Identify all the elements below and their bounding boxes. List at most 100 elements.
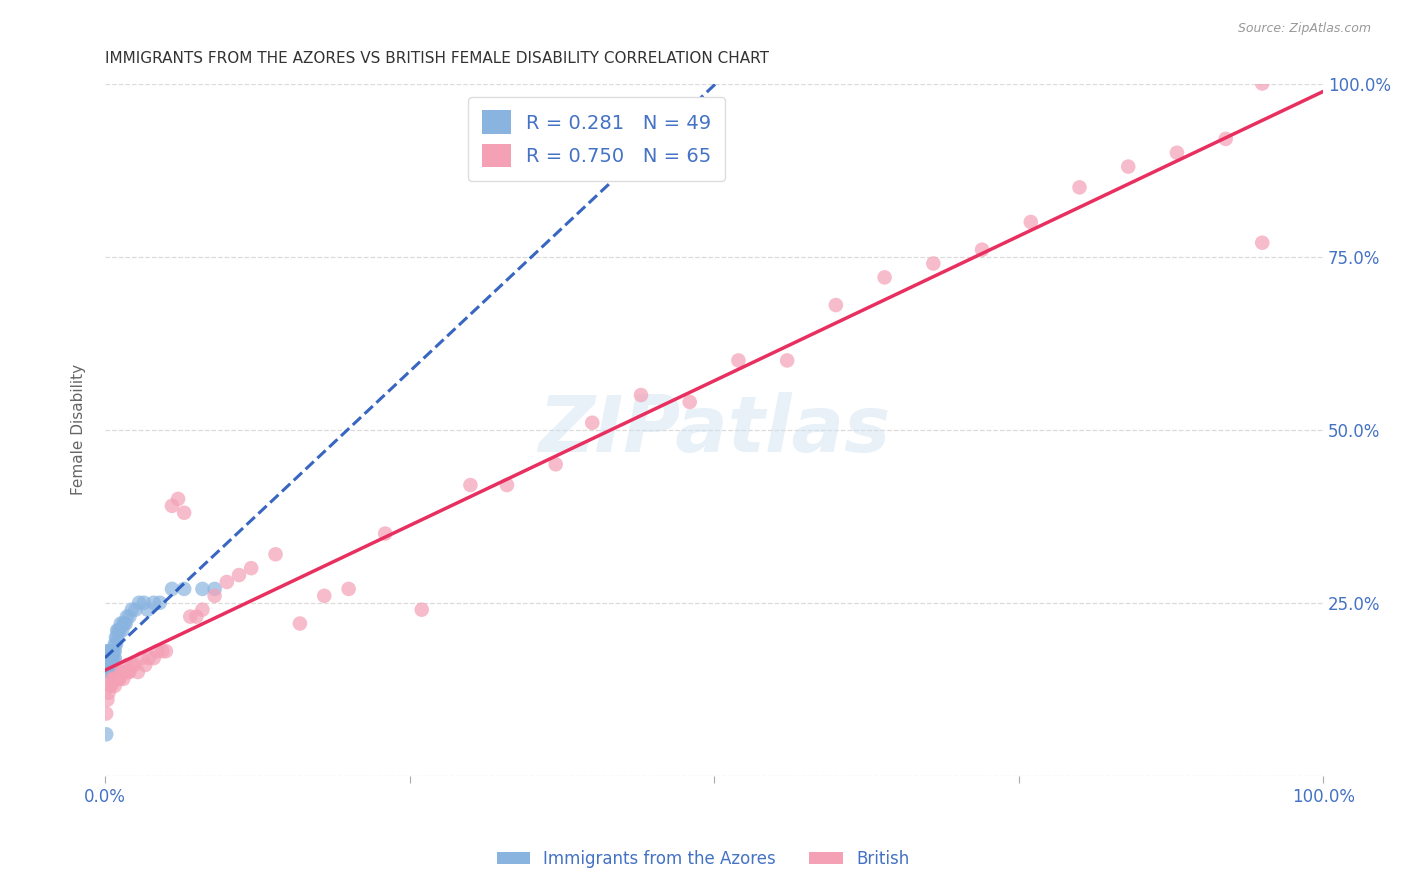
- Point: [173, 506, 195, 520]
- Point: [97, 665, 120, 679]
- Point: [167, 491, 190, 506]
- Point: [337, 582, 360, 596]
- Point: [1251, 235, 1274, 250]
- Point: [374, 526, 396, 541]
- Point: [496, 478, 519, 492]
- Point: [1251, 77, 1274, 91]
- Point: [98, 644, 121, 658]
- Point: [121, 602, 143, 616]
- Point: [96, 727, 118, 741]
- Point: [124, 602, 146, 616]
- Point: [132, 596, 155, 610]
- Point: [96, 644, 118, 658]
- Point: [100, 665, 122, 679]
- Point: [121, 658, 143, 673]
- Point: [98, 679, 121, 693]
- Legend: Immigrants from the Azores, British: Immigrants from the Azores, British: [491, 844, 915, 875]
- Point: [581, 416, 603, 430]
- Point: [922, 256, 945, 270]
- Point: [98, 651, 121, 665]
- Point: [186, 609, 208, 624]
- Point: [204, 582, 226, 596]
- Point: [127, 665, 149, 679]
- Point: [149, 596, 172, 610]
- Point: [240, 561, 263, 575]
- Point: [96, 692, 118, 706]
- Point: [118, 609, 141, 624]
- Point: [411, 602, 433, 616]
- Point: [679, 395, 702, 409]
- Point: [104, 672, 127, 686]
- Point: [160, 582, 183, 596]
- Point: [173, 582, 195, 596]
- Point: [108, 672, 131, 686]
- Point: [110, 665, 132, 679]
- Point: [146, 644, 169, 658]
- Point: [103, 651, 125, 665]
- Point: [105, 631, 128, 645]
- Point: [155, 644, 177, 658]
- Text: IMMIGRANTS FROM THE AZORES VS BRITISH FEMALE DISABILITY CORRELATION CHART: IMMIGRANTS FROM THE AZORES VS BRITISH FE…: [105, 51, 769, 66]
- Point: [104, 637, 127, 651]
- Point: [460, 478, 482, 492]
- Point: [825, 298, 848, 312]
- Point: [104, 637, 127, 651]
- Point: [98, 658, 121, 673]
- Point: [115, 609, 138, 624]
- Point: [101, 658, 124, 673]
- Point: [107, 624, 129, 638]
- Point: [105, 672, 128, 686]
- Point: [630, 388, 652, 402]
- Point: [111, 665, 134, 679]
- Point: [191, 602, 214, 616]
- Point: [131, 651, 153, 665]
- Point: [96, 658, 118, 673]
- Text: Source: ZipAtlas.com: Source: ZipAtlas.com: [1237, 22, 1371, 36]
- Point: [1069, 180, 1091, 194]
- Point: [108, 624, 131, 638]
- Point: [100, 651, 122, 665]
- Point: [191, 582, 214, 596]
- Point: [101, 651, 124, 665]
- Point: [96, 665, 118, 679]
- Point: [215, 574, 238, 589]
- Y-axis label: Female Disability: Female Disability: [72, 364, 86, 495]
- Point: [96, 658, 118, 673]
- Point: [204, 589, 226, 603]
- Point: [288, 616, 311, 631]
- Point: [112, 672, 135, 686]
- Point: [128, 596, 150, 610]
- Point: [150, 644, 173, 658]
- Point: [107, 672, 129, 686]
- Point: [1166, 145, 1188, 160]
- Point: [96, 651, 118, 665]
- Point: [160, 499, 183, 513]
- Point: [873, 270, 896, 285]
- Point: [103, 672, 125, 686]
- Point: [118, 665, 141, 679]
- Legend: R = 0.281   N = 49, R = 0.750   N = 65: R = 0.281 N = 49, R = 0.750 N = 65: [468, 96, 725, 181]
- Point: [142, 596, 165, 610]
- Point: [134, 658, 156, 673]
- Point: [114, 665, 136, 679]
- Point: [96, 651, 118, 665]
- Point: [228, 568, 250, 582]
- Point: [100, 658, 122, 673]
- Point: [136, 602, 159, 616]
- Point: [105, 624, 128, 638]
- Point: [101, 672, 124, 686]
- Point: [104, 679, 127, 693]
- Point: [96, 706, 118, 721]
- Point: [179, 609, 201, 624]
- Point: [970, 243, 993, 257]
- Point: [97, 644, 120, 658]
- Point: [97, 686, 120, 700]
- Point: [101, 644, 124, 658]
- Point: [544, 458, 567, 472]
- Point: [104, 651, 127, 665]
- Point: [314, 589, 336, 603]
- Point: [112, 616, 135, 631]
- Point: [110, 616, 132, 631]
- Point: [115, 658, 138, 673]
- Point: [111, 624, 134, 638]
